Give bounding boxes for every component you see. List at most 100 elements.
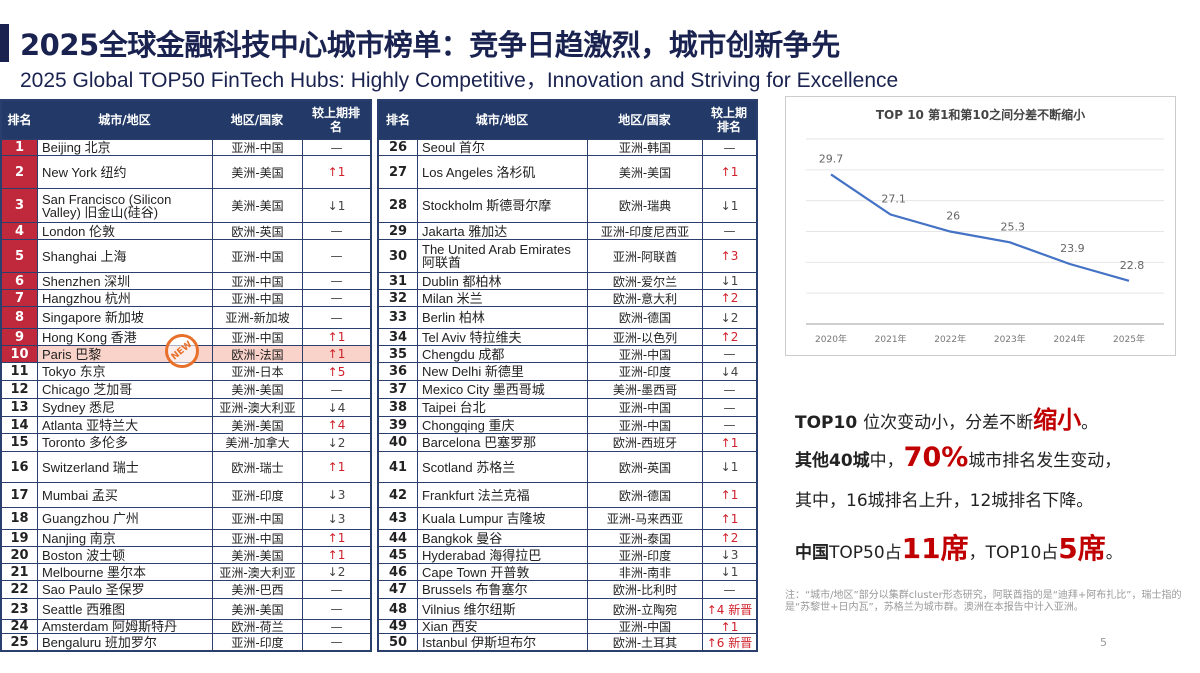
city-cell: The United Arab Emirates 阿联酋 bbox=[417, 240, 587, 272]
region-cell: 欧洲-法国 bbox=[212, 346, 302, 362]
region-cell: 亚洲-中国 bbox=[587, 620, 702, 633]
table-row: 42 Frankfurt 法兰克福 欧洲-德国 ↑1 bbox=[379, 482, 756, 507]
change-cell: — bbox=[702, 581, 756, 598]
table-row: 31 Dublin 都柏林 欧洲-爱尔兰 ↓1 bbox=[379, 272, 756, 289]
data-label: 25.3 bbox=[1001, 220, 1026, 233]
city-cell: Hangzhou 杭州 bbox=[37, 290, 212, 306]
table-row: 1 Beijing 北京 亚洲-中国 — bbox=[2, 139, 370, 155]
region-cell: 亚洲-印度 bbox=[587, 547, 702, 563]
rank-cell: 5 bbox=[2, 240, 37, 272]
header-change: 较上期排名 bbox=[710, 106, 747, 134]
table-row: 18 Guangzhou 广州 亚洲-中国 ↓3 bbox=[2, 507, 370, 529]
region-cell: 美洲-巴西 bbox=[212, 581, 302, 598]
rank-cell: 37 bbox=[388, 382, 408, 397]
rank-cell: 4 bbox=[2, 223, 37, 239]
rank-cell: 35 bbox=[388, 346, 408, 362]
region-cell: 美洲-加拿大 bbox=[212, 434, 302, 451]
city-cell: Scotland 苏格兰 bbox=[417, 452, 587, 482]
change-cell: — bbox=[302, 290, 370, 306]
change-cell: — bbox=[302, 140, 370, 155]
city-cell: Hong Kong 香港 bbox=[37, 329, 212, 345]
change-cell: ↑1 bbox=[302, 530, 370, 546]
table-row: 44 Bangkok 曼谷 亚洲-泰国 ↑2 bbox=[379, 529, 756, 546]
region-cell: 欧洲-土耳其 bbox=[587, 634, 702, 650]
x-tick-label: 2024年 bbox=[1053, 333, 1085, 345]
header-city: 城市/地区 bbox=[475, 113, 529, 127]
region-cell: 亚洲-中国 bbox=[587, 346, 702, 362]
city-cell: London 伦敦 bbox=[37, 223, 212, 239]
region-cell: 欧洲-英国 bbox=[587, 452, 702, 482]
rank-cell: 50 bbox=[388, 634, 408, 650]
change-cell: — bbox=[702, 140, 756, 155]
x-tick-label: 2021年 bbox=[875, 333, 907, 345]
table-row: 16 Switzerland 瑞士 欧洲-瑞士 ↑1 bbox=[2, 451, 370, 482]
rank-cell: 20 bbox=[10, 547, 29, 563]
table-row: 34 Tel Aviv 特拉维夫 亚洲-以色列 ↑2 bbox=[379, 328, 756, 345]
table-row: 19 Nanjing 南京 亚洲-中国 ↑1 bbox=[2, 529, 370, 546]
region-cell: 亚洲-中国 bbox=[587, 399, 702, 416]
region-cell: 欧洲-比利时 bbox=[587, 581, 702, 598]
region-cell: 欧洲-瑞典 bbox=[587, 189, 702, 222]
header-city: 城市/地区 bbox=[98, 113, 151, 127]
city-cell: Amsterdam 阿姆斯特丹 bbox=[37, 620, 212, 633]
region-cell: 亚洲-中国 bbox=[212, 140, 302, 155]
city-cell: Jakarta 雅加达 bbox=[417, 223, 587, 239]
city-cell: Singapore 新加坡 bbox=[37, 307, 212, 328]
change-cell: ↑1 bbox=[702, 620, 756, 633]
chart-plot: 29.7 2020年 27.1 2021年 26 2022年 25.3 2023年 23.9 20… bbox=[806, 138, 1164, 345]
table-row: 12 Chicago 芝加哥 美洲-美国 — bbox=[2, 380, 370, 398]
data-label: 27.1 bbox=[881, 193, 906, 206]
chart-title: TOP 10 第1和第10之间分差不断缩小 bbox=[875, 108, 1086, 122]
rank-cell: 40 bbox=[388, 435, 408, 450]
city-cell: New Delhi 新德里 bbox=[417, 363, 587, 380]
region-cell: 欧洲-爱尔兰 bbox=[587, 273, 702, 289]
change-cell: — bbox=[702, 223, 756, 239]
change-cell: ↑2 bbox=[702, 530, 756, 546]
table-row: 41 Scotland 苏格兰 欧洲-英国 ↓1 bbox=[379, 451, 756, 482]
city-cell: Milan 米兰 bbox=[417, 290, 587, 306]
note-text: 。 bbox=[1081, 413, 1099, 433]
change-cell: ↓4 bbox=[702, 363, 756, 380]
table-row: 4 London 伦敦 欧洲-英国 — bbox=[2, 222, 370, 239]
region-cell: 欧洲-德国 bbox=[587, 483, 702, 507]
change-cell: — bbox=[302, 273, 370, 289]
region-cell: 欧洲-荷兰 bbox=[212, 620, 302, 633]
change-cell: — bbox=[302, 634, 370, 650]
rank-cell: 3 bbox=[2, 189, 37, 222]
note-text: 中， bbox=[869, 451, 904, 471]
rank-cell: 24 bbox=[10, 620, 29, 633]
table-row: 2 New York 纽约 美洲-美国 ↑1 bbox=[2, 155, 370, 188]
change-cell: ↑1 bbox=[702, 434, 756, 451]
region-cell: 亚洲-中国 bbox=[212, 508, 302, 529]
change-cell: ↓2 bbox=[702, 307, 756, 328]
rank-cell: 33 bbox=[388, 310, 408, 325]
rank-cell: 31 bbox=[388, 273, 408, 289]
city-cell: Berlin 柏林 bbox=[417, 307, 587, 328]
change-cell: — bbox=[702, 399, 756, 416]
data-label: 23.9 bbox=[1060, 242, 1085, 255]
region-cell: 亚洲-澳大利亚 bbox=[212, 564, 302, 580]
change-cell: ↓1 bbox=[302, 189, 370, 222]
ranking-table-left: 排名 城市/地区 地区/国家 较上期排名 1 Beijing 北京 亚洲-中国 —2 … bbox=[0, 99, 372, 652]
rank-cell: 49 bbox=[388, 620, 408, 633]
rank-cell: 13 bbox=[10, 400, 29, 415]
table-row: 26 Seoul 首尔 亚洲-韩国 — bbox=[379, 139, 756, 155]
city-cell: Seoul 首尔 bbox=[417, 140, 587, 155]
x-tick-label: 2022年 bbox=[934, 333, 966, 345]
table-row: 50 Istanbul 伊斯坦布尔 欧洲-土耳其 ↑6 新晋 bbox=[379, 633, 756, 650]
rank-cell: 12 bbox=[10, 382, 29, 397]
rank-cell: 27 bbox=[388, 164, 408, 180]
city-cell: Hyderabad 海得拉巴 bbox=[417, 547, 587, 563]
change-cell: — bbox=[702, 381, 756, 398]
change-cell: ↑1 bbox=[702, 156, 756, 188]
city-cell: Sydney 悉尼 bbox=[37, 399, 212, 416]
note-text: TOP50占 bbox=[829, 543, 902, 563]
city-cell: Barcelona 巴塞罗那 bbox=[417, 434, 587, 451]
city-cell: Toronto 多伦多 bbox=[37, 434, 212, 451]
note-text: 位次变动小，分差不断 bbox=[863, 413, 1034, 433]
city-cell: Dublin 都柏林 bbox=[417, 273, 587, 289]
note-text: 中国 bbox=[795, 543, 829, 563]
city-cell: Seattle 西雅图 bbox=[37, 599, 212, 619]
data-label: 29.7 bbox=[819, 152, 844, 165]
rank-cell: 23 bbox=[10, 601, 29, 617]
